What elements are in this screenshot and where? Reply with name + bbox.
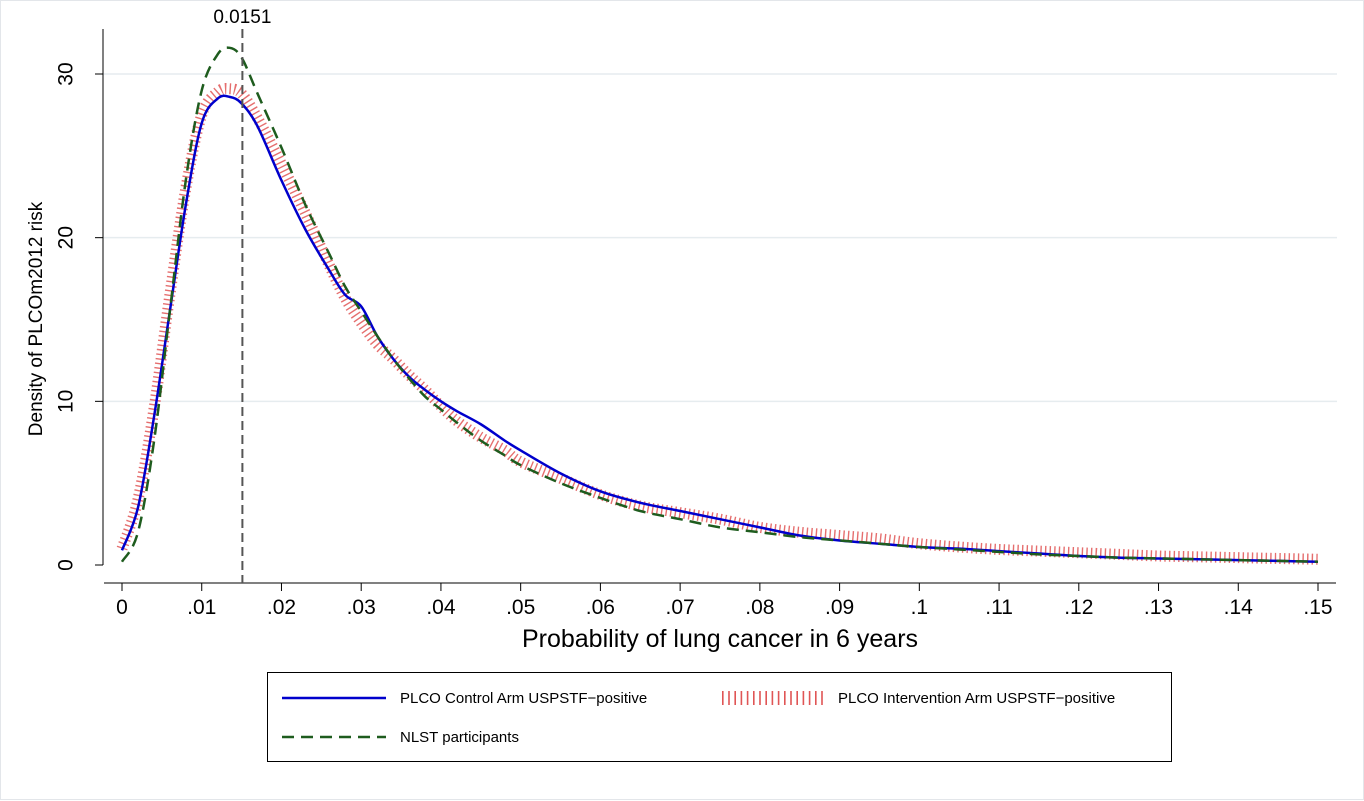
x-tick-label-.03: .03 <box>347 596 376 619</box>
x-tick-label-.07: .07 <box>666 596 695 619</box>
axes-layer: 0 10 20 30 0 .01 .02 .03 .04 .05 .06 .07 .08 .09 .1 .11… <box>55 29 1336 619</box>
legend-swatch-nlst <box>282 735 386 739</box>
x-tick-label-.14: .14 <box>1224 596 1254 619</box>
legend-label-plco-control: PLCO Control Arm USPSTF−positive <box>400 689 648 707</box>
x-tick-label-.05: .05 <box>506 596 535 619</box>
grid-layer <box>103 73 1337 403</box>
legend-swatch-plco-control <box>282 696 386 700</box>
x-tick-label-0: 0 <box>116 596 128 619</box>
series-nlst <box>120 46 1319 563</box>
x-tick-label-.12: .12 <box>1064 596 1093 619</box>
legend-swatch-plco-intervention <box>722 691 824 705</box>
x-tick-label-.01: .01 <box>187 596 216 619</box>
y-tick-label-20: 20 <box>55 226 78 249</box>
legend-label-plco-intervention: PLCO Intervention Arm USPSTF−positive <box>838 689 1116 707</box>
x-tick-label-.15: .15 <box>1303 596 1332 619</box>
x-tick-label-.09: .09 <box>825 596 854 619</box>
x-tick-label-.02: .02 <box>267 596 296 619</box>
x-tick-label-.1: .1 <box>911 596 929 619</box>
legend-label-nlst: NLST participants <box>400 728 519 746</box>
y-tick-label-10: 10 <box>55 390 78 413</box>
x-axis-title: Probability of lung cancer in 6 years <box>522 625 918 653</box>
x-tick-label-.06: .06 <box>586 596 615 619</box>
legend-item-plco-control: PLCO Control Arm USPSTF−positive <box>282 686 647 710</box>
legend-item-plco-intervention: PLCO Intervention Arm USPSTF−positive <box>720 686 1115 710</box>
reference-line-layer: 0.0151 <box>213 7 271 583</box>
reference-line-label: 0.0151 <box>213 7 271 28</box>
series-layer <box>116 46 1319 565</box>
y-axis-title: Density of PLCOm2012 risk <box>26 201 47 436</box>
y-tick-label-0: 0 <box>55 559 78 571</box>
x-tick-label-.11: .11 <box>985 596 1013 619</box>
series-plco-intervention <box>116 82 1319 565</box>
x-tick-label-.04: .04 <box>426 596 456 619</box>
x-tick-label-.08: .08 <box>745 596 774 619</box>
chart-legend: PLCO Control Arm USPSTF−positive PLCO In… <box>267 672 1172 762</box>
series-plco-control <box>120 94 1319 563</box>
legend-item-nlst: NLST participants <box>282 725 519 749</box>
x-tick-label-.13: .13 <box>1144 596 1173 619</box>
y-tick-label-30: 30 <box>55 62 78 85</box>
